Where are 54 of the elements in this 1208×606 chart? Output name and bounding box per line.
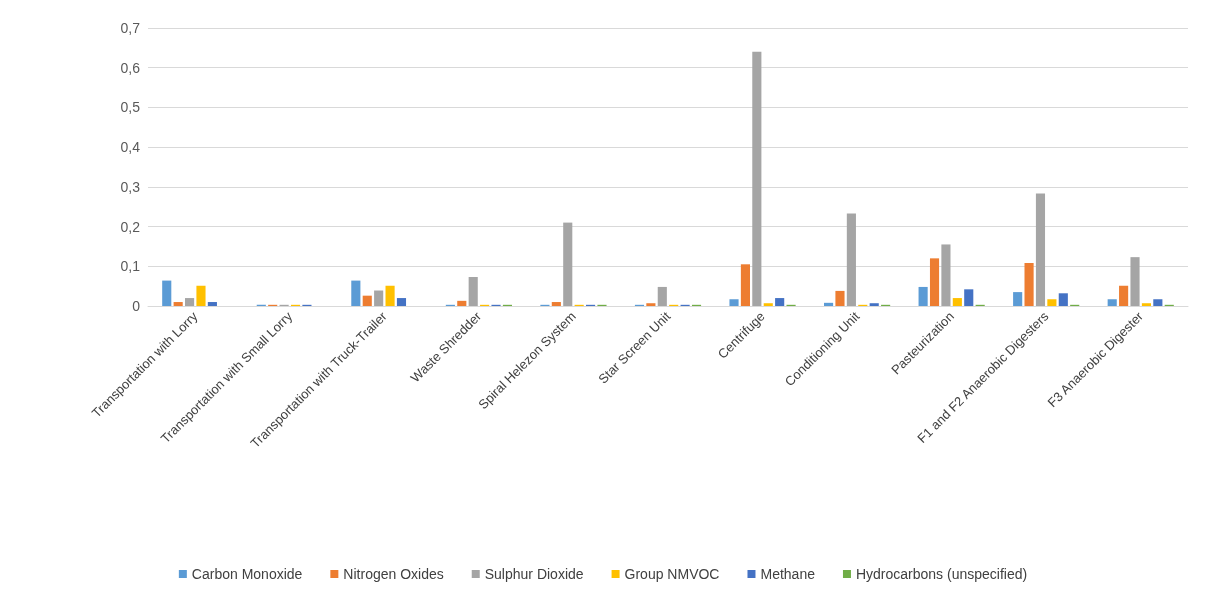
bar: [551, 302, 561, 306]
bar: [763, 303, 773, 306]
y-tick-label: 0: [132, 298, 141, 314]
bar: [563, 222, 573, 306]
bar: [362, 295, 372, 306]
bar: [385, 285, 395, 306]
bar: [396, 298, 407, 306]
bar: [173, 302, 183, 306]
bar: [869, 303, 879, 306]
bar: [457, 300, 467, 306]
bar: [207, 302, 217, 306]
bar: [846, 213, 856, 306]
bar: [1119, 285, 1129, 306]
y-tick-label: 0,5: [120, 99, 141, 116]
bar: [468, 277, 478, 306]
bar: [646, 303, 656, 306]
bar: [941, 244, 951, 306]
y-tick-label: 0,6: [120, 59, 141, 76]
bar: [657, 286, 667, 306]
bar: [929, 258, 940, 306]
bar: [918, 286, 928, 306]
legend-label: Methane: [760, 566, 816, 582]
bar: [374, 290, 384, 306]
bar: [1047, 299, 1057, 306]
bar: [775, 298, 785, 306]
y-tick-label: 0,3: [120, 178, 141, 195]
bar: [1141, 303, 1151, 306]
legend-label: Sulphur Dioxide: [484, 566, 584, 582]
bar: [1130, 257, 1140, 306]
bar: [952, 298, 962, 306]
y-tick-label: 0,7: [120, 20, 141, 36]
bar: [824, 302, 834, 306]
bar: [185, 298, 195, 306]
bar: [835, 290, 845, 306]
bar: [1153, 299, 1163, 306]
bar: [740, 264, 750, 306]
bar: [752, 51, 762, 306]
y-tick-label: 0,1: [120, 258, 141, 275]
bar: [1024, 263, 1034, 306]
bar: [1058, 293, 1068, 306]
bar: [1013, 292, 1023, 306]
legend-label: Carbon Monoxide: [191, 566, 303, 582]
bar: [351, 280, 361, 306]
bar: [1035, 193, 1046, 306]
bar: [162, 280, 172, 306]
bar: [1107, 299, 1117, 306]
y-tick-label: 0,4: [120, 139, 141, 156]
bar: [729, 299, 739, 306]
legend-label: Nitrogen Oxides: [343, 566, 444, 582]
legend-label: Group NMVOC: [624, 566, 720, 582]
legend-label: Hydrocarbons (unspecified): [855, 566, 1028, 582]
bar: [196, 285, 206, 306]
y-tick-label: 0,2: [120, 218, 141, 235]
bar: [964, 289, 974, 306]
